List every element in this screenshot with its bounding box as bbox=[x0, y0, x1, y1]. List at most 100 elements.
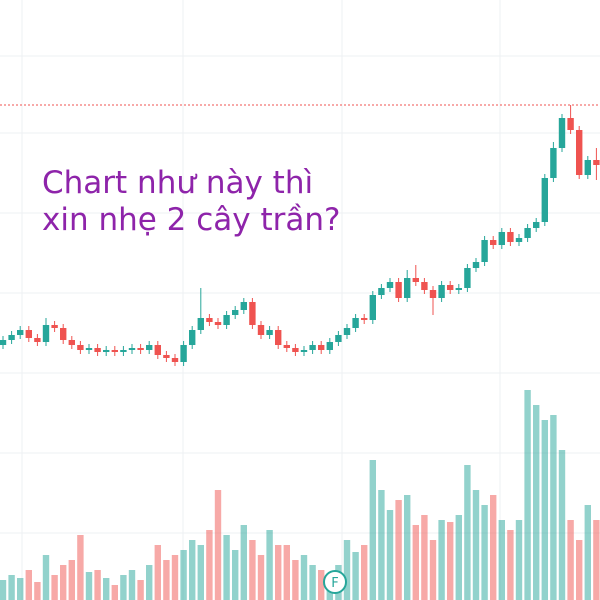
candle-body bbox=[369, 295, 376, 320]
candle-body bbox=[111, 350, 118, 352]
candle-body bbox=[214, 322, 222, 325]
volume-bar bbox=[498, 520, 505, 600]
volume-bar bbox=[249, 540, 256, 600]
candle-body bbox=[318, 345, 325, 350]
volume-bar bbox=[369, 460, 376, 600]
candle-body bbox=[0, 340, 7, 345]
candle-body bbox=[189, 330, 196, 345]
candle-body bbox=[558, 118, 566, 148]
volume-bar bbox=[42, 555, 50, 600]
volume-bar bbox=[550, 415, 557, 600]
volume-bar bbox=[8, 575, 15, 600]
volume-bar bbox=[300, 555, 308, 600]
volume-bar bbox=[197, 545, 204, 600]
candle-body bbox=[25, 330, 32, 338]
volume-bar bbox=[232, 550, 239, 600]
volume-bar bbox=[421, 515, 428, 600]
volume-bar bbox=[163, 560, 170, 600]
volume-bar bbox=[111, 585, 118, 600]
volume-bar bbox=[395, 500, 402, 600]
candle-body bbox=[223, 315, 230, 325]
candle-body bbox=[68, 340, 75, 345]
candle-body bbox=[550, 148, 557, 178]
volume-bar bbox=[180, 550, 187, 600]
candle-body bbox=[232, 310, 239, 315]
volume-bar bbox=[352, 552, 359, 600]
volume-bar bbox=[541, 420, 548, 600]
candle-body bbox=[326, 342, 333, 350]
candle-body bbox=[128, 348, 136, 350]
candle-body bbox=[60, 328, 67, 340]
volume-bar bbox=[60, 565, 67, 600]
volume-bar bbox=[103, 578, 110, 600]
volume-bar bbox=[214, 490, 222, 600]
candle-body bbox=[464, 268, 471, 288]
candle-body bbox=[120, 350, 127, 352]
volume-bar bbox=[490, 495, 497, 600]
candle-body bbox=[77, 345, 84, 350]
marker-circle bbox=[323, 570, 347, 594]
volume-bar bbox=[171, 555, 179, 600]
volume-bar bbox=[464, 465, 471, 600]
candle-body bbox=[481, 240, 488, 262]
candle-body bbox=[335, 335, 342, 342]
candle-body bbox=[421, 282, 428, 290]
candle-body bbox=[404, 278, 411, 298]
volume-bar bbox=[429, 540, 437, 600]
marker-label: F bbox=[331, 576, 338, 591]
candle-body bbox=[386, 282, 394, 288]
candle-body bbox=[524, 228, 531, 238]
candle-body bbox=[240, 302, 247, 310]
candle-body bbox=[146, 345, 153, 350]
candle-body bbox=[515, 238, 523, 242]
annotation: Chart như này thì bbox=[42, 165, 313, 201]
volume-bar bbox=[283, 545, 290, 600]
volume-bar bbox=[154, 545, 161, 600]
volume-bar bbox=[533, 405, 540, 600]
volume-bar bbox=[146, 565, 153, 600]
volume-bar bbox=[128, 570, 136, 600]
volume-bar bbox=[455, 515, 462, 600]
volume-bar bbox=[507, 530, 514, 600]
candle-body bbox=[395, 282, 402, 298]
candle-body bbox=[455, 288, 462, 290]
volume-bar bbox=[438, 520, 445, 600]
candle-body bbox=[507, 232, 514, 242]
event-marker: F bbox=[323, 570, 347, 594]
candle-body bbox=[576, 130, 583, 175]
volume-bar bbox=[77, 535, 84, 600]
volume-bar bbox=[558, 450, 566, 600]
candle-body bbox=[257, 325, 265, 335]
volume-bar bbox=[481, 505, 488, 600]
volume-bar bbox=[343, 540, 351, 600]
candle-body bbox=[498, 232, 505, 245]
candle-body bbox=[94, 348, 101, 352]
candle-body bbox=[180, 345, 187, 362]
volume-bar bbox=[68, 560, 75, 600]
candle-body bbox=[343, 328, 351, 335]
candle-body bbox=[283, 345, 290, 348]
candle-body bbox=[300, 350, 308, 352]
volume-bar bbox=[584, 505, 591, 600]
candle-body bbox=[593, 160, 600, 165]
volume-bar bbox=[361, 545, 368, 600]
volume-bar bbox=[515, 520, 523, 600]
candle-body bbox=[567, 118, 574, 130]
candle-body bbox=[584, 160, 591, 175]
candle-body bbox=[472, 262, 480, 268]
candle-body bbox=[412, 278, 419, 282]
volume-bar bbox=[472, 490, 480, 600]
volume-bar bbox=[240, 525, 247, 600]
candle-body bbox=[275, 330, 282, 345]
volume-bar bbox=[266, 530, 273, 600]
candle-body bbox=[266, 330, 273, 335]
volume-bar bbox=[223, 535, 230, 600]
candle-body bbox=[163, 355, 170, 358]
candle-body bbox=[361, 318, 368, 320]
volume-bar bbox=[378, 490, 385, 600]
volume-bar bbox=[524, 390, 531, 600]
candle-body bbox=[541, 178, 548, 222]
candle-body bbox=[249, 302, 256, 325]
